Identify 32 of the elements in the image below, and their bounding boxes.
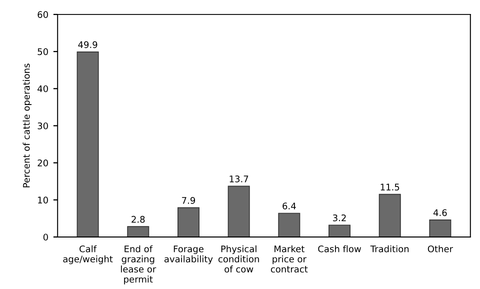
- x-tick-label: Other: [428, 245, 454, 252]
- x-tick-label: Cash flow: [318, 245, 361, 252]
- data-label: 13.7: [230, 176, 248, 182]
- y-tick-label: 20: [38, 160, 48, 166]
- x-tick-label: Calf age/weight: [63, 245, 113, 264]
- data-label: 7.9: [182, 197, 196, 204]
- data-label: 2.8: [132, 216, 145, 223]
- x-tick-label: Tradition: [370, 245, 409, 252]
- data-label: 11.5: [380, 184, 400, 190]
- y-tick-label: 50: [38, 48, 48, 56]
- y-tick-label: 0: [43, 234, 48, 241]
- bar: [328, 224, 351, 237]
- data-label: 49.9: [78, 41, 98, 48]
- bar: [228, 186, 250, 237]
- y-tick-label: 40: [38, 85, 48, 92]
- data-label: 3.2: [333, 214, 346, 222]
- bar: [429, 220, 452, 237]
- bar: [177, 207, 200, 237]
- bar: [278, 212, 300, 237]
- bar: [76, 51, 99, 237]
- x-tick-label: End of grazing lease or permit: [121, 245, 156, 284]
- y-tick-label: 10: [38, 196, 48, 204]
- x-tick-label: Market price or contract: [270, 245, 308, 273]
- data-label: 6.4: [282, 202, 296, 210]
- y-tick-label: 30: [38, 122, 48, 130]
- x-tick-label: Forage availability: [164, 246, 213, 264]
- data-label: 4.6: [433, 209, 447, 216]
- bar: [127, 226, 150, 237]
- x-tick-label: Physical condition of cow: [218, 245, 259, 273]
- bar: [378, 194, 401, 237]
- y-tick-label: 60: [38, 11, 48, 18]
- y-axis-title: Percent of cattle operations: [22, 64, 32, 188]
